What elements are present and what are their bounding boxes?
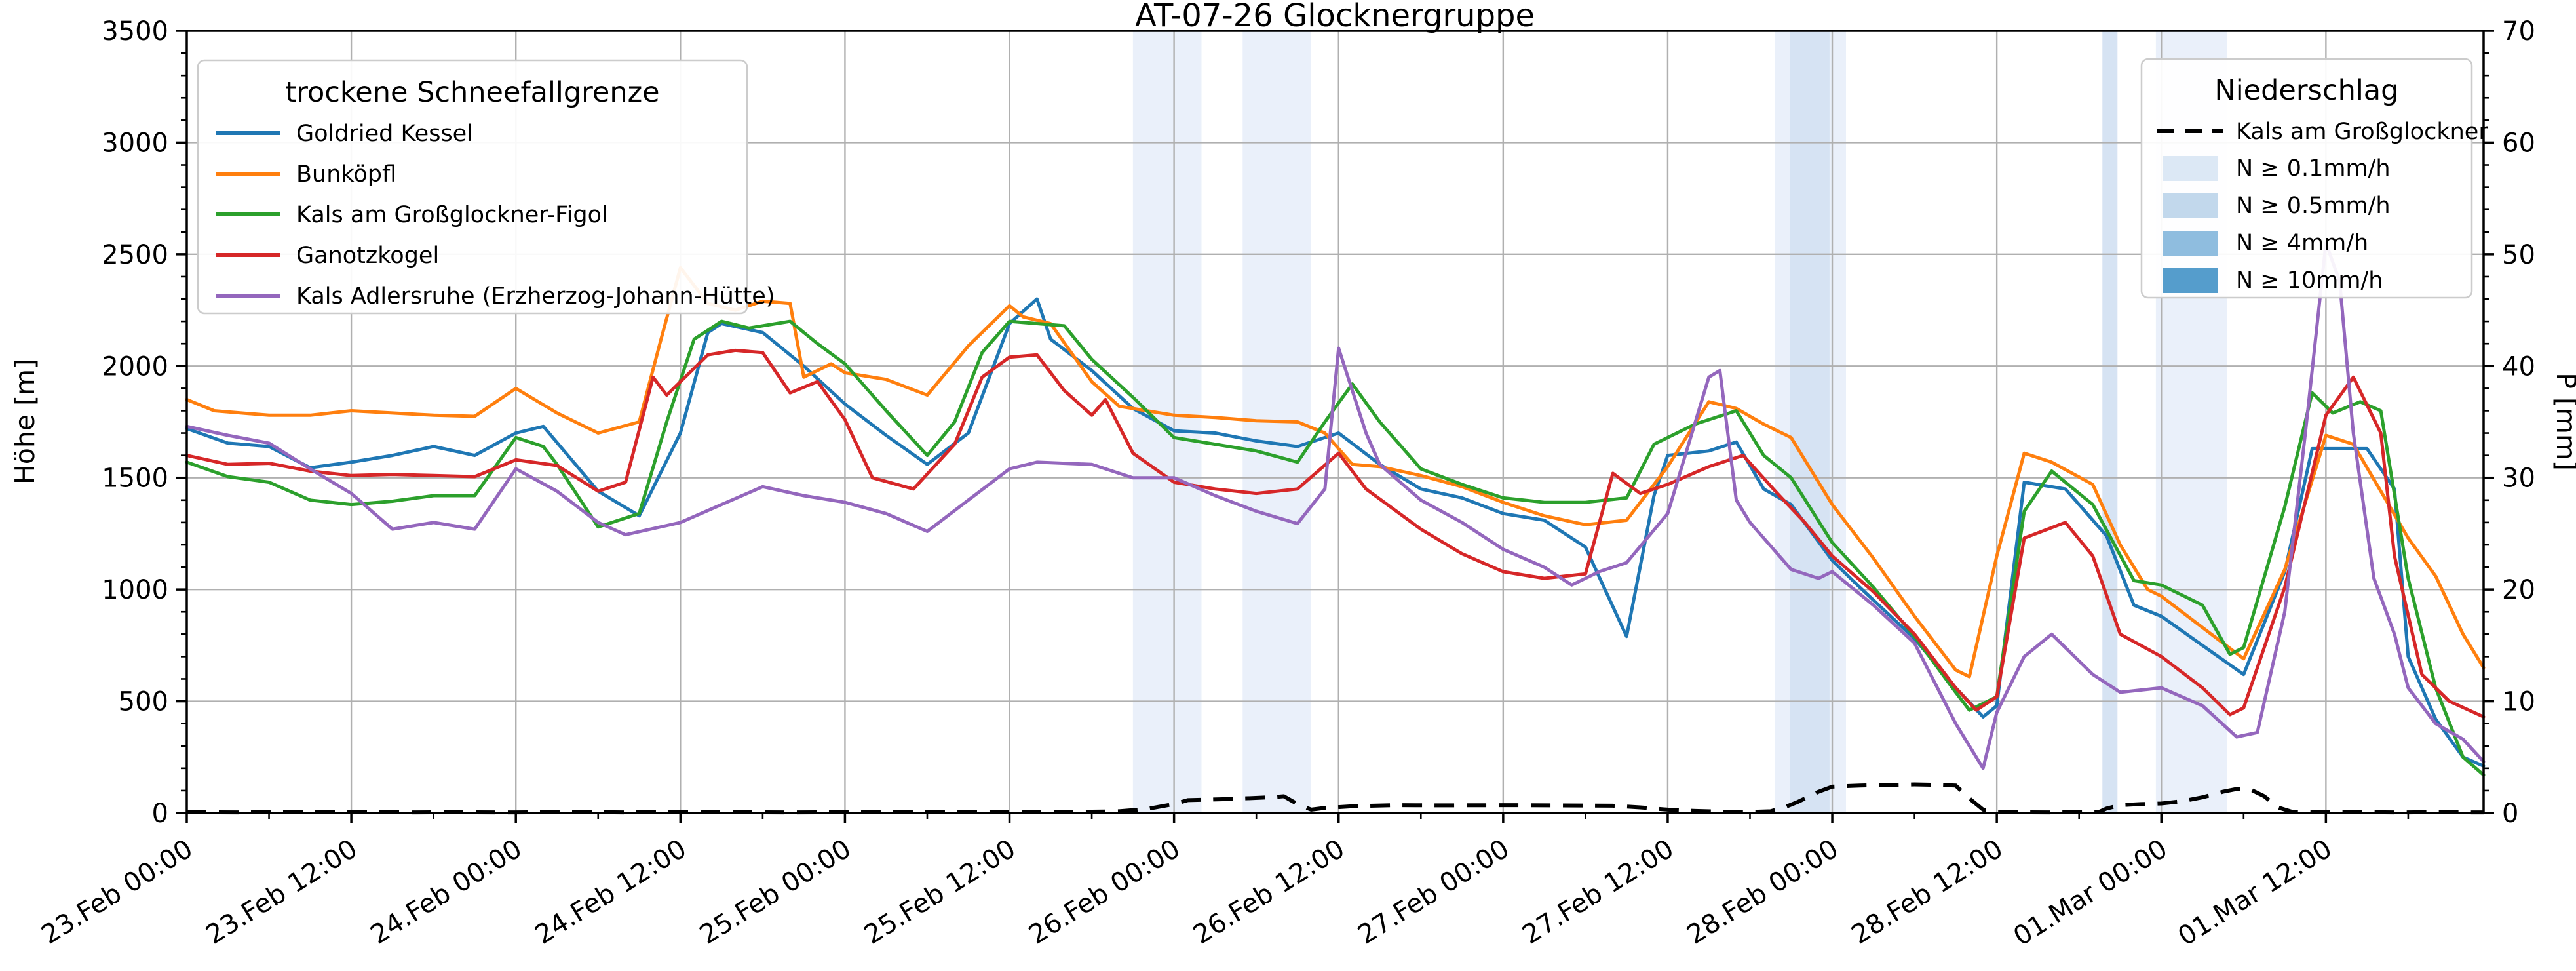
legend-item-bunk-pfl: Bunköpfl: [216, 161, 396, 188]
y-left-axis-label: Höhe [m]: [9, 359, 41, 485]
legend-item-label: N ≥ 0.5mm/h: [2236, 193, 2391, 219]
y-right-tick-70: 70: [2502, 16, 2535, 47]
x-tick-27-feb-12-00: 27.Feb 12:00: [1517, 833, 1679, 950]
series-line-goldried-kessel: [185, 297, 2486, 768]
y-left-tick-2500: 2500: [102, 240, 168, 270]
x-tick-28-feb-00-00: 28.Feb 00:00: [1682, 833, 1843, 950]
x-tick-25-feb-00-00: 25.Feb 00:00: [695, 833, 856, 950]
legend-item-kals-adlersruhe-erzherzog-johann-h-tte: Kals Adlersruhe (Erzherzog-Johann-Hütte): [216, 283, 775, 309]
x-tick-25-feb-12-00: 25.Feb 12:00: [859, 833, 1021, 950]
legend-snowfall-title: trockene Schneefallgrenze: [285, 76, 659, 109]
legend-item-n-ge-4mm-h: N ≥ 4mm/h: [2163, 230, 2368, 256]
y-left-tick-2000: 2000: [102, 351, 168, 382]
legend-item-kals-am-gro-glockner: Kals am Großglockner: [2157, 119, 2488, 145]
precip-band-ge-0.1mmh: [1132, 31, 1202, 813]
x-tick-28-feb-12-00: 28.Feb 12:00: [1847, 833, 2009, 950]
legend-item-kals-am-gro-glockner-figol: Kals am Großglockner-Figol: [216, 202, 608, 228]
legend-snowfall-line: trockene Schneefallgrenze Goldried Kesse…: [197, 59, 775, 315]
y-right-tick-30: 30: [2502, 464, 2535, 494]
y-left-tick-0: 0: [152, 799, 168, 829]
legend-precip: Niederschlag Kals am Großglockner N ≥ 0.1…: [2140, 58, 2488, 299]
series-line-kals-adlersruhe-erzherzog-johann-h-tte: [185, 241, 2486, 770]
plot-border: [185, 30, 2485, 814]
series-line-bunk-pfl: [185, 266, 2486, 679]
y-right-tick-60: 60: [2502, 128, 2535, 158]
precip-line-kals-am-gro-glockner: [186, 782, 2484, 815]
x-tick-01-mar-12-00: 01.Mar 12:00: [2173, 833, 2337, 952]
legend-item-label: N ≥ 4mm/h: [2236, 230, 2368, 256]
legend-item-label: Ganotzkogel: [296, 243, 439, 269]
x-tick-01-mar-00-00: 01.Mar 00:00: [2009, 833, 2173, 952]
axes-ticks: [176, 30, 2494, 823]
y-right-tick-0: 0: [2502, 799, 2518, 829]
x-tick-24-feb-00-00: 24.Feb 00:00: [366, 833, 528, 950]
y-left-tick-1000: 1000: [102, 575, 168, 605]
legend-item-n-ge-0-5mm-h: N ≥ 0.5mm/h: [2163, 193, 2391, 219]
x-tick-26-feb-12-00: 26.Feb 12:00: [1188, 833, 1350, 950]
y-right-axis-label: P [mm]: [2550, 372, 2576, 471]
precip-band-ge-0.5mmh: [1790, 31, 1830, 813]
series-line-ganotzkogel: [185, 348, 2486, 719]
x-tick-23-feb-12-00: 23.Feb 12:00: [201, 833, 362, 950]
elevation-series-lines: [185, 241, 2486, 777]
legend-item-label: Kals am Großglockner-Figol: [296, 202, 608, 228]
y-right-tick-50: 50: [2502, 240, 2535, 270]
precip-band-ge-0.5mmh: [2102, 31, 2118, 813]
legend-item-label: Goldried Kessel: [296, 121, 473, 147]
x-tick-27-feb-00-00: 27.Feb 00:00: [1353, 833, 1514, 950]
legend-item-label: N ≥ 10mm/h: [2236, 268, 2383, 294]
legend-item-goldried-kessel: Goldried Kessel: [216, 121, 473, 147]
y-right-tick-10: 10: [2502, 687, 2535, 717]
precip-dashed-line: [186, 782, 2484, 815]
legend-precip-title: Niederschlag: [2215, 74, 2399, 107]
x-tick-26-feb-00-00: 26.Feb 00:00: [1024, 833, 1185, 950]
x-tick-23-feb-00-00: 23.Feb 00:00: [36, 833, 198, 950]
y-left-tick-3000: 3000: [102, 128, 168, 158]
legend-item-n-ge-10mm-h: N ≥ 10mm/h: [2163, 268, 2383, 294]
x-tick-24-feb-12-00: 24.Feb 12:00: [530, 833, 692, 950]
legend-item-label: Bunköpfl: [296, 161, 396, 188]
legend-item-label: Kals Adlersruhe (Erzherzog-Johann-Hütte): [296, 283, 775, 309]
y-right-tick-20: 20: [2502, 575, 2535, 605]
series-line-kals-am-gro-glockner-figol: [185, 319, 2486, 777]
y-right-tick-40: 40: [2502, 351, 2535, 382]
y-left-tick-500: 500: [119, 687, 168, 717]
y-left-tick-1500: 1500: [102, 464, 168, 494]
legend-item-label: Kals am Großglockner: [2236, 119, 2488, 145]
chart-title: AT-07-26 Glocknergruppe: [1135, 0, 1535, 34]
legend-item-label: N ≥ 0.1mm/h: [2236, 155, 2391, 182]
legend-item-n-ge-0-1mm-h: N ≥ 0.1mm/h: [2163, 155, 2391, 182]
legend-item-ganotzkogel: Ganotzkogel: [216, 243, 439, 269]
y-left-tick-3500: 3500: [102, 16, 168, 47]
